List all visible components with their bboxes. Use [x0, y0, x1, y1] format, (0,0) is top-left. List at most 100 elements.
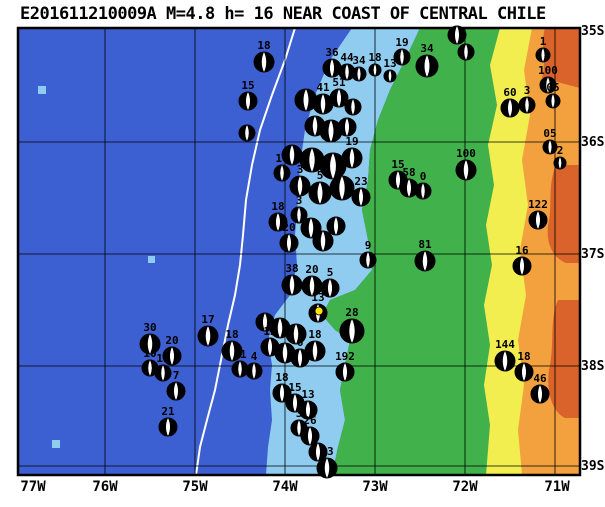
ball-right-quadrant	[538, 211, 547, 229]
focal-mechanism	[299, 147, 325, 173]
ball-right-quadrant	[163, 365, 171, 381]
ball-right-quadrant	[168, 418, 177, 436]
ball-right-quadrant	[524, 363, 533, 381]
focal-mechanism: 2	[553, 144, 567, 170]
focal-mechanism: 18	[253, 39, 275, 73]
x-axis-label: 73W	[362, 479, 388, 495]
focal-mechanism-label: 20	[305, 263, 318, 276]
map-frame	[16, 26, 582, 477]
ball-right-quadrant	[312, 276, 322, 296]
ball-right-quadrant	[339, 89, 348, 107]
ball-left-quadrant	[286, 324, 296, 344]
focal-mechanism: 05	[545, 81, 561, 109]
focal-mechanism-label: 13	[301, 388, 314, 401]
focal-mechanism-label: 3	[297, 163, 304, 176]
ball-right-quadrant	[390, 70, 396, 82]
focal-mechanism-label: 81	[418, 238, 432, 251]
focal-mechanism: 192	[335, 350, 355, 382]
ball-left-quadrant	[261, 338, 270, 356]
focal-mechanism: 23	[351, 175, 371, 207]
focal-mechanism: 122	[528, 198, 548, 230]
focal-mechanism: 38	[281, 262, 303, 296]
focal-mechanism-label: 41	[316, 81, 330, 94]
ball-left-quadrant	[519, 97, 527, 113]
focal-mechanism-label: 26	[303, 414, 317, 427]
ball-left-quadrant	[529, 211, 538, 229]
focal-mechanism-label: 18	[368, 51, 381, 64]
focal-mechanism	[337, 117, 357, 137]
focal-mechanism: 20	[162, 334, 182, 366]
seamount-dot-2	[148, 256, 155, 263]
focal-mechanism-label: 13	[383, 57, 396, 70]
ball-right-quadrant	[548, 77, 556, 93]
ball-right-quadrant	[299, 207, 307, 223]
ball-left-quadrant	[369, 64, 375, 76]
focal-mechanism-label: 18	[225, 328, 238, 341]
focal-mechanism: 44	[338, 51, 356, 81]
ball-left-quadrant	[330, 176, 342, 200]
focal-mechanism: 13	[298, 388, 318, 420]
ball-left-quadrant	[239, 92, 248, 110]
focal-mechanism: 13	[308, 291, 328, 323]
ball-left-quadrant	[282, 145, 292, 165]
focal-mechanism-label: 4	[251, 350, 258, 363]
ball-left-quadrant	[513, 257, 522, 275]
focal-mechanism: 18	[514, 350, 534, 382]
focal-mechanism: 34	[415, 42, 439, 78]
focal-mechanism: 36	[322, 46, 342, 78]
focal-mechanism-label: 15	[288, 381, 301, 394]
focal-mechanism: 1	[535, 35, 551, 63]
focal-mechanism-label: 100	[538, 64, 558, 77]
ball-left-quadrant	[456, 160, 466, 180]
ball-left-quadrant	[340, 319, 352, 343]
focal-mechanism-label: 15	[391, 158, 404, 171]
focal-mechanism: 3	[290, 194, 308, 224]
map-title: E201611210009A M=4.8 h= 16 NEAR COAST OF…	[20, 4, 546, 24]
ball-left-quadrant	[321, 279, 330, 297]
ball-left-quadrant	[309, 182, 320, 204]
grid-lines-horizontal	[18, 141, 580, 467]
ball-right-quadrant	[505, 351, 515, 371]
x-axis-label: 71W	[544, 479, 570, 495]
focal-mechanism: 3	[518, 84, 536, 114]
focal-mechanism: 18	[272, 371, 292, 403]
focal-mechanism-label: 122	[528, 198, 548, 211]
focal-mechanism: 18	[368, 51, 382, 77]
ball-left-quadrant	[275, 343, 285, 363]
ball-left-quadrant	[291, 349, 300, 367]
ball-left-quadrant	[222, 341, 232, 361]
ball-left-quadrant	[300, 148, 312, 172]
ball-left-quadrant	[416, 55, 427, 77]
focal-mechanism-label: 18	[156, 352, 169, 365]
y-axis-label: 38S	[581, 359, 605, 374]
focal-mechanism-label: 20	[165, 334, 178, 347]
ball-left-quadrant	[142, 360, 150, 376]
ball-left-quadrant	[301, 218, 311, 238]
ball-left-quadrant	[313, 94, 323, 114]
ball-left-quadrant	[295, 89, 306, 111]
x-axis-label: 74W	[272, 479, 298, 495]
focal-mechanism-label: 5	[327, 266, 334, 279]
ball-left-quadrant	[338, 118, 347, 136]
focal-mechanism: 10	[141, 347, 159, 377]
focal-mechanism-label: 34	[420, 42, 434, 55]
ball-left-quadrant	[536, 48, 543, 62]
focal-mechanism: 15	[238, 79, 258, 111]
ball-right-quadrant	[402, 49, 410, 65]
focal-mechanism-label: 18	[517, 350, 530, 363]
focal-mechanism	[326, 216, 346, 236]
ball-left-quadrant	[163, 347, 172, 365]
ball-left-quadrant	[543, 140, 550, 154]
ball-right-quadrant	[150, 334, 160, 354]
focal-mechanism: 5	[320, 266, 340, 298]
ball-left-quadrant	[305, 116, 315, 136]
focal-mechanism-label: 17	[201, 313, 214, 326]
ball-left-quadrant	[458, 44, 466, 60]
ball-left-quadrant	[299, 401, 308, 419]
ball-left-quadrant	[352, 188, 361, 206]
focal-mechanism: 100	[455, 147, 477, 181]
focal-mechanism-label: 100	[456, 147, 476, 160]
focal-mechanism: 7	[166, 369, 186, 401]
ball-left-quadrant	[274, 165, 282, 181]
ball-right-quadrant	[310, 427, 319, 445]
